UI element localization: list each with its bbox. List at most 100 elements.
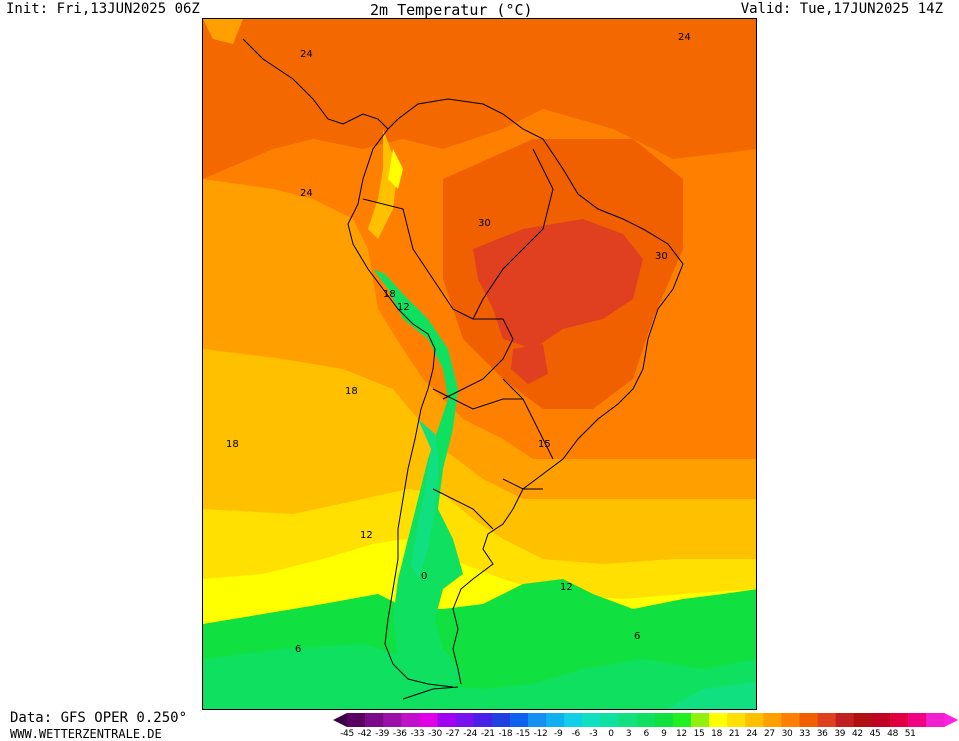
legend-swatch	[709, 713, 728, 727]
legend-swatch	[781, 713, 800, 727]
legend-swatch	[618, 713, 637, 727]
legend-swatch	[908, 713, 927, 727]
legend-tick-label: -18	[498, 729, 513, 739]
legend-tick-label: -6	[571, 729, 581, 739]
data-source-label: Data: GFS OPER 0.250°	[10, 710, 188, 726]
isotherm-label: 12	[560, 582, 573, 593]
legend-swatch	[600, 713, 619, 727]
isotherm-label: 15	[538, 439, 551, 450]
legend-tick-label: 33	[799, 729, 811, 739]
legend-swatch	[383, 713, 402, 727]
legend-swatch	[546, 713, 565, 727]
legend-swatch	[672, 713, 692, 727]
legend-swatch	[853, 713, 873, 727]
legend-swatch	[690, 713, 710, 727]
legend-swatch	[871, 713, 891, 727]
temp-band-27-30-north	[203, 19, 756, 179]
legend-tick-label: -33	[410, 729, 425, 739]
legend-swatch	[890, 713, 909, 727]
legend-tick-label: -15	[516, 729, 530, 739]
valid-time-label: Valid: Tue,17JUN2025 14Z	[740, 1, 943, 17]
legend-swatch	[763, 713, 782, 727]
temperature-map-canvas: 24 24 24 30 30 18 12 18 18 15 12 12 6 0 …	[203, 19, 756, 709]
isotherm-label: 24	[678, 32, 691, 43]
legend-tick-label: 0	[608, 729, 614, 739]
legend-swatch	[799, 713, 818, 727]
legend-tick-label: 27	[763, 729, 775, 739]
legend-swatch	[347, 713, 366, 727]
temp-band-30-33	[473, 219, 643, 349]
legend-swatch	[455, 713, 474, 727]
isotherm-label: 12	[397, 302, 410, 313]
legend-tick-label: -3	[589, 729, 598, 739]
legend-right-arrow	[944, 713, 959, 727]
init-time-label: Init: Fri,13JUN2025 06Z	[6, 1, 200, 17]
legend-left-arrow	[333, 713, 347, 727]
legend-swatch	[564, 713, 583, 727]
legend-tick-label: -24	[463, 729, 478, 739]
legend-tick-label: 12	[675, 729, 687, 739]
isotherm-labels: 24 24 24 30 30 18 12 18 18 15 12 12 6 0 …	[226, 32, 691, 655]
isotherm-label: 0	[421, 571, 427, 582]
map-title: 2m Temperatur (°C)	[370, 1, 533, 19]
legend-tick-label: -39	[375, 729, 390, 739]
legend-swatch	[926, 713, 945, 727]
isotherm-label: 30	[478, 218, 491, 229]
legend-labels: -45 -42 -39 -36 -33 -30 -27 -24 -21 -18 -15 -12 -9 -6…	[333, 729, 959, 741]
isotherm-label: 18	[345, 386, 358, 397]
legend-swatch	[582, 713, 601, 727]
legend-swatch	[654, 713, 674, 727]
legend-swatch	[401, 713, 420, 727]
legend-tick-label: 9	[661, 729, 667, 739]
isotherm-label: 18	[383, 289, 396, 300]
isotherm-label: 6	[634, 631, 640, 642]
northern-andes-peak	[388, 149, 403, 189]
legend-tick-label: 18	[711, 729, 723, 739]
legend-swatch	[745, 713, 764, 727]
andes-cold-strip	[373, 269, 463, 687]
legend-tick-label: 6	[643, 729, 649, 739]
legend-tick-label: -12	[533, 729, 548, 739]
legend-swatch	[509, 713, 529, 727]
legend-tick-label: 3	[625, 729, 632, 739]
temp-band-30-33-south	[511, 344, 548, 384]
legend-tick-label: -42	[357, 729, 372, 739]
legend-swatch	[365, 713, 384, 727]
legend-tick-label: 21	[728, 729, 740, 739]
legend-tick-label: 51	[904, 729, 916, 739]
temp-band-3-6	[203, 644, 756, 709]
isotherm-label: 18	[226, 439, 239, 450]
legend-swatch	[817, 713, 836, 727]
legend-swatch	[419, 713, 438, 727]
legend-tick-label: -36	[392, 729, 407, 739]
isotherm-label: 24	[300, 49, 313, 60]
legend-swatch	[835, 713, 855, 727]
isotherm-label: 6	[295, 644, 301, 655]
legend-tick-label: 30	[781, 729, 793, 739]
isotherm-label: 30	[655, 251, 668, 262]
legend-tick-label: 45	[869, 729, 881, 739]
coastlines	[242, 38, 684, 700]
legend-swatch	[491, 713, 511, 727]
legend-tick-label: -30	[428, 729, 442, 739]
color-legend	[333, 713, 959, 727]
legend-tick-label: -45	[340, 729, 354, 739]
legend-tick-label: 36	[816, 729, 828, 739]
legend-tick-label: -21	[480, 729, 495, 739]
isotherm-label: 12	[360, 530, 373, 541]
temp-band-0-3	[666, 681, 756, 709]
legend-tick-label: -27	[445, 729, 460, 739]
northern-andes-cool	[368, 129, 398, 239]
isotherm-label: 24	[300, 188, 313, 199]
legend-tick-label: 24	[746, 729, 758, 739]
legend-tick-label: 39	[834, 729, 846, 739]
legend-tick-label: 15	[693, 729, 705, 739]
legend-swatch	[727, 713, 746, 727]
andes-cold-core	[411, 419, 439, 579]
website-label: WWW.WETTERZENTRALE.DE	[10, 727, 162, 741]
legend-swatch	[528, 713, 547, 727]
legend-tick-label: -9	[554, 729, 563, 739]
gulf-cool-patch	[203, 19, 243, 44]
legend-swatch	[437, 713, 456, 727]
temperature-map[interactable]: 24 24 24 30 30 18 12 18 18 15 12 12 6 0 …	[202, 18, 757, 710]
